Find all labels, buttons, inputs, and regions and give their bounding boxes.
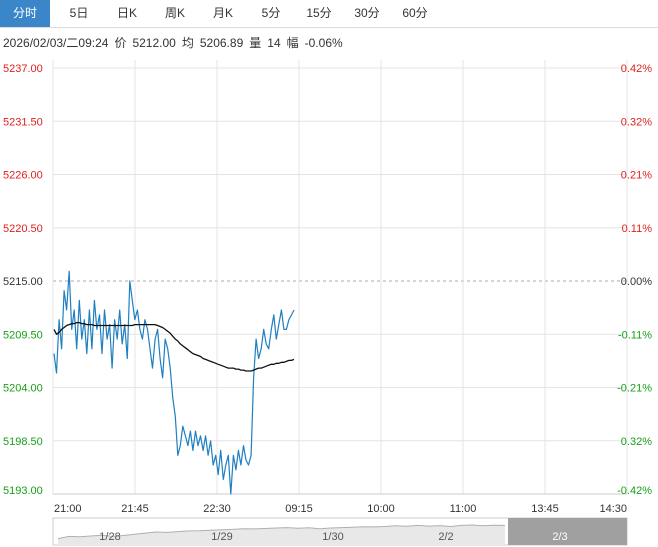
- x-tick-label: 11:00: [450, 503, 477, 515]
- pct-tick-label: 0.00%: [621, 276, 652, 288]
- pct-axis-labels: 0.42% 0.32% 0.21% 0.11% 0.00% -0.11% -0.21% 0.3…: [617, 63, 652, 497]
- x-tick-label: 09:15: [285, 503, 313, 515]
- x-tick-label: 21:45: [121, 503, 149, 515]
- info-price: 5212.00: [132, 36, 176, 50]
- pct-tick-label: 0.21%: [621, 170, 652, 182]
- tab-8[interactable]: 60分: [402, 6, 428, 20]
- y-tick-label: 5193.00: [3, 485, 43, 497]
- tab-1[interactable]: 5日: [69, 6, 89, 20]
- info-vol: 14: [267, 36, 281, 50]
- y-axis-labels: 5237.00 5231.50 5226.00 5220.50 5215.00 5209.…: [3, 63, 43, 497]
- x-axis-labels: 21:00 21:45 22:30 09:15 10:00 11:00 13:45 14:30: [54, 503, 627, 515]
- quote-info-bar: 2026/02/03/二09:24 价 5212.00 均 5206.89 量 14 幅 -0.…: [3, 34, 349, 51]
- tab-2[interactable]: 日K: [116, 6, 137, 20]
- tab-3[interactable]: 周K: [164, 6, 185, 20]
- y-tick-label: 5209.50: [3, 329, 43, 341]
- avg-line: [53, 321, 295, 372]
- info-vol-label: 量: [249, 36, 262, 50]
- info-datetime: 2026/02/03/二09:24: [3, 36, 109, 50]
- price-line: [53, 270, 295, 495]
- x-tick-label: 13:45: [531, 503, 559, 515]
- navigator-selection[interactable]: [508, 518, 627, 545]
- y-tick-label: 5237.00: [3, 63, 43, 75]
- navigator-date-label[interactable]: 1/29: [211, 531, 232, 543]
- info-chg-label: 幅: [286, 36, 299, 50]
- navigator-date-label[interactable]: 1/28: [99, 531, 120, 543]
- pct-tick-label: 0.32%: [621, 116, 652, 128]
- pct-tick-label: -0.21%: [617, 383, 652, 395]
- tab-6[interactable]: 15分: [306, 6, 332, 20]
- pct-tick-label: 0.42%: [621, 63, 652, 75]
- y-tick-label: 5215.00: [3, 276, 43, 288]
- pct-tick-label: -0.11%: [618, 329, 652, 341]
- y-tick-label: 5220.50: [3, 223, 43, 235]
- navigator-date-label[interactable]: 1/30: [322, 531, 343, 543]
- navigator-line: [57, 524, 506, 540]
- period-tabs: 分时 5日 日K 周K 月K 5分 15分 30分 60分: [0, 0, 658, 28]
- tab-7[interactable]: 30分: [354, 6, 380, 20]
- navigator-date-label[interactable]: 2/3: [552, 531, 567, 543]
- x-tick-label: 10:00: [367, 503, 395, 515]
- pct-tick-label: -0.42%: [617, 485, 652, 497]
- x-tick-label: 14:30: [599, 503, 627, 515]
- tab-0[interactable]: 分时: [0, 0, 50, 27]
- y-tick-label: 5226.00: [3, 170, 43, 182]
- info-avg-label: 均: [181, 36, 194, 50]
- navigator-date-label[interactable]: 2/2: [438, 531, 453, 543]
- y-tick-label: 5198.50: [3, 436, 43, 448]
- pct-tick-label: 0.32%: [621, 436, 652, 448]
- y-tick-label: 5204.00: [3, 383, 43, 395]
- chart-grid: [52, 60, 628, 495]
- tab-5[interactable]: 5分: [261, 6, 281, 20]
- tab-4[interactable]: 月K: [212, 6, 233, 20]
- info-chg: -0.06%: [304, 36, 343, 50]
- info-avg: 5206.89: [199, 36, 244, 50]
- date-navigator[interactable]: 1/28 1/29 1/30 2/2 2/3: [52, 517, 628, 546]
- navigator-area: [58, 525, 505, 545]
- x-tick-label: 22:30: [203, 503, 231, 515]
- pct-tick-label: 0.11%: [622, 223, 653, 235]
- x-tick-label: 21:00: [54, 503, 82, 515]
- info-price-label: 价: [114, 36, 127, 50]
- y-tick-label: 5231.50: [3, 116, 43, 128]
- chart-lines: [53, 270, 295, 495]
